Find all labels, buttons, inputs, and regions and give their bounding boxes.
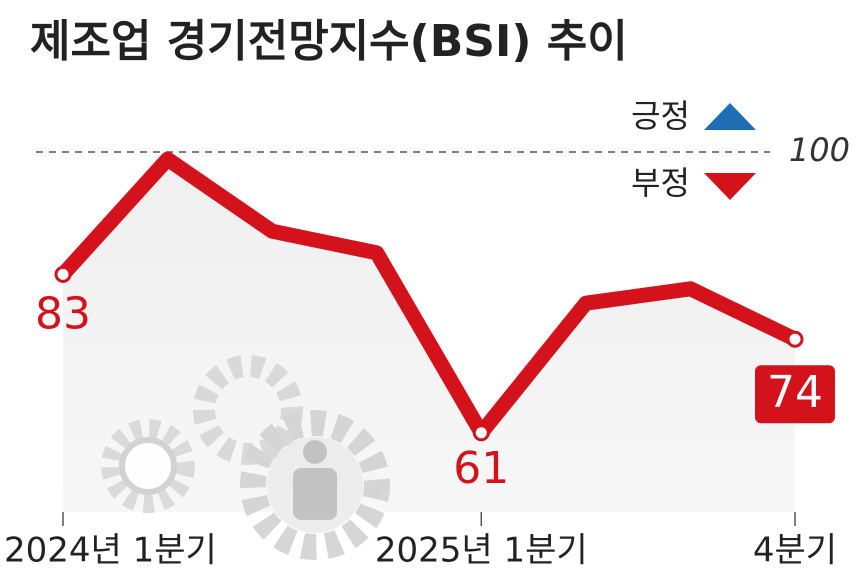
gear-decoration — [101, 355, 390, 560]
legend-label: 긍정 — [631, 97, 690, 135]
x-tick-label: 2025년 1분기 — [375, 531, 588, 571]
value-label: 83 — [35, 288, 91, 339]
area — [63, 159, 795, 512]
legend-label: 부정 — [631, 164, 690, 202]
point — [786, 330, 804, 348]
value-label-box — [755, 365, 835, 424]
x-tick-label: 2024년 1분기 — [4, 531, 217, 571]
gear — [101, 419, 195, 513]
chart-title: 제조업 경기전망지수(BSI) 추이 — [30, 16, 628, 67]
x-tick-label: 4분기 — [753, 531, 837, 571]
legend-marker — [704, 173, 756, 200]
y-tick-label: 100 — [789, 131, 850, 169]
gear — [119, 437, 177, 495]
value-label: 61 — [453, 443, 509, 494]
person-icon — [293, 468, 337, 520]
series-line — [57, 151, 799, 441]
gear — [240, 410, 390, 560]
value-label: 74 — [767, 367, 823, 418]
area-layer — [63, 159, 795, 512]
legend-marker — [704, 103, 756, 130]
point — [472, 424, 490, 442]
point — [54, 265, 72, 283]
person-icon — [303, 440, 327, 464]
